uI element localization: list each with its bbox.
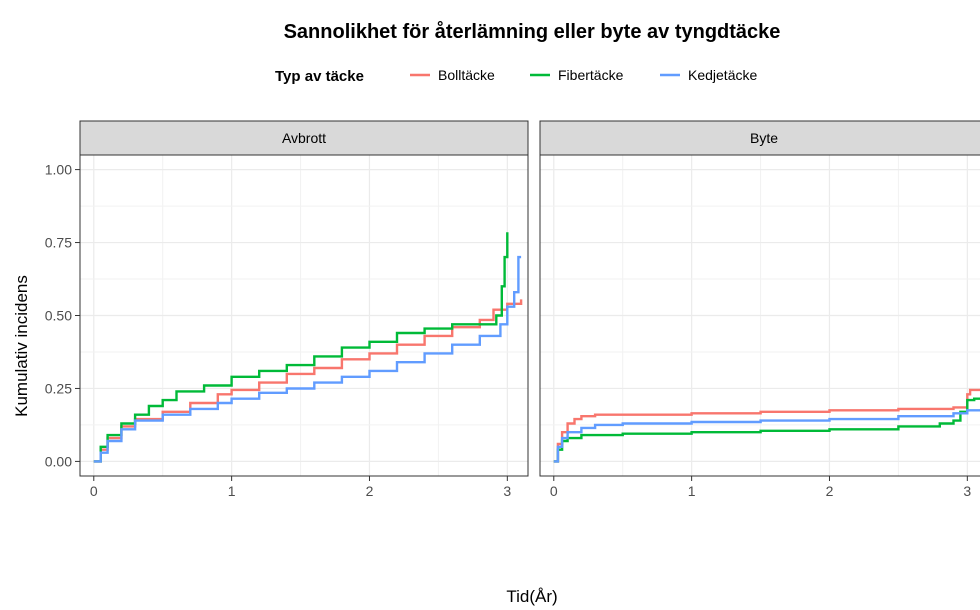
strip-label-byte: Byte (750, 130, 778, 146)
x-tick-label: 0 (550, 483, 558, 499)
grid-byte (540, 155, 980, 476)
x-tick-label: 1 (688, 483, 696, 499)
chart-title: Sannolikhet för återlämning eller byte a… (284, 20, 781, 43)
y-tick-label: 1.00 (45, 162, 72, 178)
x-tick-label: 2 (366, 483, 374, 499)
legend-label-0: Bolltäcke (438, 67, 495, 83)
legend-label-2: Kedjetäcke (688, 67, 757, 83)
x-tick-label: 2 (826, 483, 834, 499)
y-tick-label: 0.00 (45, 453, 72, 469)
panel-byte: Byte (539, 120, 980, 477)
legend-entry-1: Fibertäcke (530, 67, 624, 83)
series-line-bolltäcke (553, 388, 980, 463)
x-tick-label: 1 (228, 483, 236, 499)
grid-avbrott (80, 155, 528, 476)
strip-label-avbrott: Avbrott (282, 130, 326, 146)
x-tick-label: 3 (963, 483, 971, 499)
series-group-avbrott (93, 232, 523, 463)
x-tick-label: 3 (503, 483, 511, 499)
strip-avbrott (79, 120, 529, 156)
y-tick-label: 0.25 (45, 380, 72, 396)
series-group-byte (553, 388, 980, 463)
series-line-kedjetäcke (553, 408, 980, 463)
x-axis-title: Tid(År) (506, 587, 557, 606)
legend-label-1: Fibertäcke (558, 67, 624, 83)
panel-border-byte (539, 154, 980, 477)
y-tick-label: 0.75 (45, 235, 72, 251)
series-line-kedjetäcke (93, 255, 522, 463)
y-tick-label: 0.50 (45, 308, 72, 324)
x-axis: 0 1 2 3 0 1 2 3 (90, 476, 971, 499)
legend-entry-2: Kedjetäcke (660, 67, 757, 83)
panel-avbrott: Avbrott (79, 120, 529, 477)
legend-title: Typ av täcke (275, 68, 364, 85)
y-axis: 0.00 0.25 0.50 0.75 1.00 (45, 162, 80, 469)
x-tick-label: 0 (90, 483, 98, 499)
legend: Typ av täcke Bolltäcke Fibertäcke Kedjet… (275, 67, 757, 85)
strip-byte (539, 120, 980, 156)
legend-entry-0: Bolltäcke (410, 67, 495, 83)
y-axis-title: Kumulativ incidens (12, 275, 31, 417)
